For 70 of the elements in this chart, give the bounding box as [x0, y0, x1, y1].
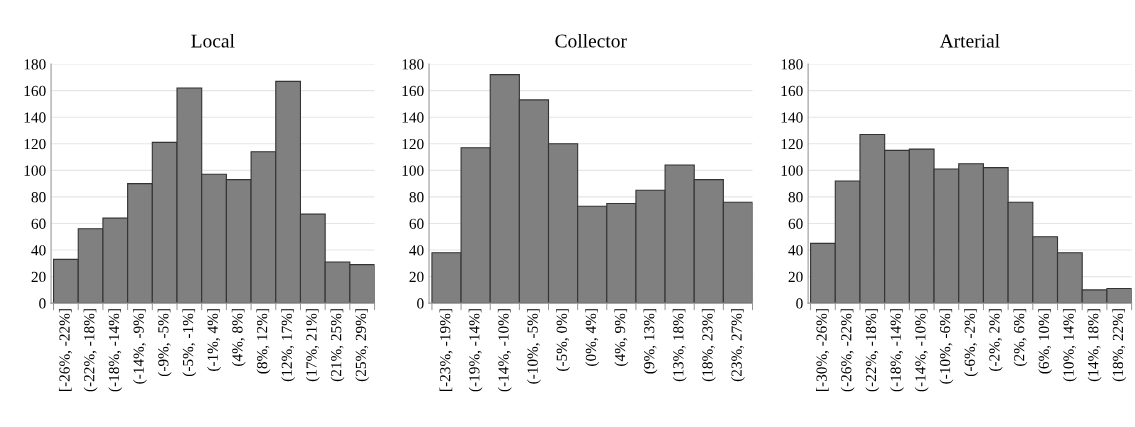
- x-tick-label: (13%, 18%]: [672, 309, 687, 382]
- x-tick-label: (-18%, -14%]: [890, 309, 904, 392]
- y-tick-label: 180: [24, 59, 46, 70]
- x-tick-label: (-5%, -1%]: [182, 309, 197, 377]
- y-tick-label: 140: [24, 112, 46, 123]
- x-tick-label: (4%, 9%]: [614, 309, 629, 366]
- chart-title: Arterial: [939, 33, 1000, 48]
- y-tick-label: 140: [781, 112, 803, 123]
- y-tick-label: 160: [24, 85, 46, 97]
- x-tick-label: (12%, 17%]: [281, 309, 296, 382]
- x-tick-label: (6%, 10%]: [1038, 309, 1053, 374]
- y-tick-label: 180: [781, 59, 803, 70]
- x-tick-label: (-18%, -14%]: [108, 309, 123, 392]
- y-tick-label: 80: [788, 192, 803, 203]
- x-tick-label: (-9%, -5%]: [157, 309, 172, 377]
- x-tick-label: [-26%, -22%]: [58, 309, 72, 391]
- y-tick-label: 120: [24, 138, 46, 150]
- x-tick-label: (-10%, -6%]: [939, 309, 954, 384]
- y-tick-label: 60: [788, 218, 803, 229]
- x-tick-label: (23%, 27%]: [731, 309, 745, 382]
- y-tick-label: 100: [24, 165, 46, 176]
- x-tick-label: (-26%, -22%]: [840, 309, 855, 392]
- x-tick-label: (0%, 4%]: [585, 309, 600, 366]
- x-tick-label: (-1%, 4%]: [207, 309, 221, 371]
- y-tick-label: 40: [409, 245, 424, 256]
- y-tick-label: 20: [31, 271, 46, 283]
- y-tick-label: 100: [781, 165, 803, 176]
- y-tick-label: 0: [39, 298, 46, 309]
- x-tick-label: (-14%, -10%]: [914, 309, 929, 392]
- x-tick-label: (-19%, -14%]: [468, 309, 483, 392]
- y-tick-label: 180: [402, 59, 424, 70]
- x-tick-label: (-5%, 0%]: [556, 309, 571, 371]
- y-tick-label: 40: [31, 245, 46, 256]
- x-tick-label: (-2%, 2%]: [988, 309, 1003, 371]
- x-tick-label: [-23%, -19%]: [439, 309, 453, 391]
- y-tick-label: 20: [409, 271, 424, 283]
- chart-title: Local: [191, 33, 235, 48]
- x-tick-label: (18%, 23%]: [701, 309, 716, 382]
- x-tick-label: (-14%, -9%]: [133, 309, 147, 384]
- x-tick-label: (10%, 14%]: [1062, 309, 1077, 382]
- x-tick-label: (8%, 12%]: [256, 309, 271, 374]
- x-tick-label: (-22%, -18%]: [83, 309, 98, 392]
- x-tick-label: (18%, 22%]: [1112, 309, 1127, 382]
- x-tick-label: (2%, 6%]: [1013, 309, 1028, 366]
- y-tick-label: 140: [402, 112, 424, 123]
- y-tick-label: 80: [31, 192, 46, 203]
- y-tick-label: 80: [409, 192, 424, 203]
- x-tick-label: (14%, 18%]: [1087, 309, 1102, 382]
- y-tick-label: 160: [781, 85, 803, 97]
- x-tick-label: (-14%, -10%]: [497, 309, 512, 392]
- x-tick-label: [-30%, -26%]: [816, 309, 829, 391]
- x-tick-label: (9%, 13%]: [643, 309, 658, 374]
- y-tick-label: 60: [31, 218, 46, 229]
- x-tick-label: (17%, 21%]: [305, 309, 320, 382]
- x-tick-label: (4%, 8%]: [231, 309, 246, 366]
- y-tick-label: 40: [788, 245, 803, 256]
- x-tick-label: (-22%, -18%]: [865, 309, 880, 392]
- y-tick-label: 20: [788, 271, 803, 283]
- x-tick-label: (25%, 29%]: [355, 309, 370, 382]
- x-tick-label: (21%, 25%]: [330, 309, 345, 382]
- y-tick-label: 100: [402, 165, 424, 176]
- y-tick-label: 160: [402, 85, 424, 97]
- y-tick-label: 0: [796, 298, 803, 309]
- chart-title: Collector: [555, 33, 627, 48]
- y-tick-label: 0: [417, 298, 424, 309]
- y-tick-label: 120: [402, 138, 424, 150]
- y-tick-label: 60: [409, 218, 424, 229]
- x-tick-label: (-10%, -5%]: [527, 309, 541, 384]
- y-tick-label: 120: [781, 138, 803, 150]
- x-tick-label: (-6%, -2%]: [964, 309, 979, 377]
